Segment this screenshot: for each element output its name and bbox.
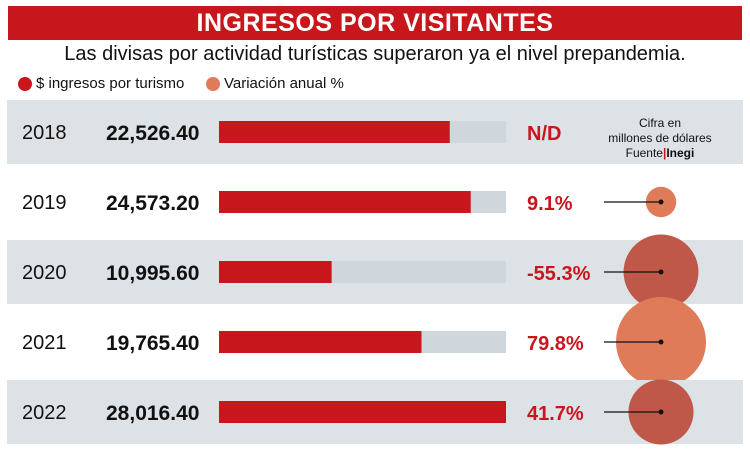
change-label-2019: 9.1% bbox=[527, 193, 573, 215]
value-label-2021: 19,765.40 bbox=[106, 332, 199, 355]
source-separator: | bbox=[662, 146, 667, 160]
year-label-2019: 2019 bbox=[22, 192, 67, 214]
unit-note: Cifra en millones de dólares Fuente|Ineg… bbox=[600, 116, 720, 161]
value-label-2018: 22,526.40 bbox=[106, 122, 199, 145]
leader-dot-2021 bbox=[658, 339, 664, 345]
year-label-2021: 2021 bbox=[22, 332, 67, 354]
unit-note-line1: Cifra en bbox=[638, 116, 682, 130]
value-label-2022: 28,016.40 bbox=[106, 402, 199, 425]
change-label-2018: N/D bbox=[527, 123, 561, 145]
legend-swatch-variacion bbox=[206, 77, 220, 91]
legend-label-ingresos: $ ingresos por turismo bbox=[36, 75, 185, 92]
legend-swatch-ingresos bbox=[18, 77, 32, 91]
bar-2022 bbox=[219, 401, 506, 423]
chart-title: INGRESOS POR VISITANTES bbox=[8, 6, 742, 40]
source-name: Inegi bbox=[666, 146, 695, 160]
change-label-2020: -55.3% bbox=[527, 263, 591, 285]
leader-dot-2020 bbox=[658, 269, 664, 275]
year-label-2020: 2020 bbox=[22, 262, 67, 284]
bar-2020 bbox=[219, 261, 332, 283]
legend-label-variacion: Variación anual % bbox=[224, 75, 344, 92]
bar-2019 bbox=[219, 191, 471, 213]
year-label-2018: 2018 bbox=[22, 122, 67, 144]
value-label-2020: 10,995.60 bbox=[106, 262, 199, 285]
bar-2021 bbox=[219, 331, 422, 353]
unit-note-line2: millones de dólares bbox=[608, 131, 712, 145]
bar-2018 bbox=[219, 121, 450, 143]
change-label-2021: 79.8% bbox=[527, 333, 584, 355]
source-label: Fuente bbox=[625, 146, 663, 160]
value-label-2019: 24,573.20 bbox=[106, 192, 199, 215]
leader-dot-2022 bbox=[658, 409, 664, 415]
chart-subtitle: Las divisas por actividad turísticas sup… bbox=[64, 43, 686, 65]
change-label-2022: 41.7% bbox=[527, 403, 584, 425]
leader-dot-2019 bbox=[658, 199, 664, 205]
year-label-2022: 2022 bbox=[22, 402, 67, 424]
source-note: Fuente|Inegi bbox=[600, 146, 720, 161]
